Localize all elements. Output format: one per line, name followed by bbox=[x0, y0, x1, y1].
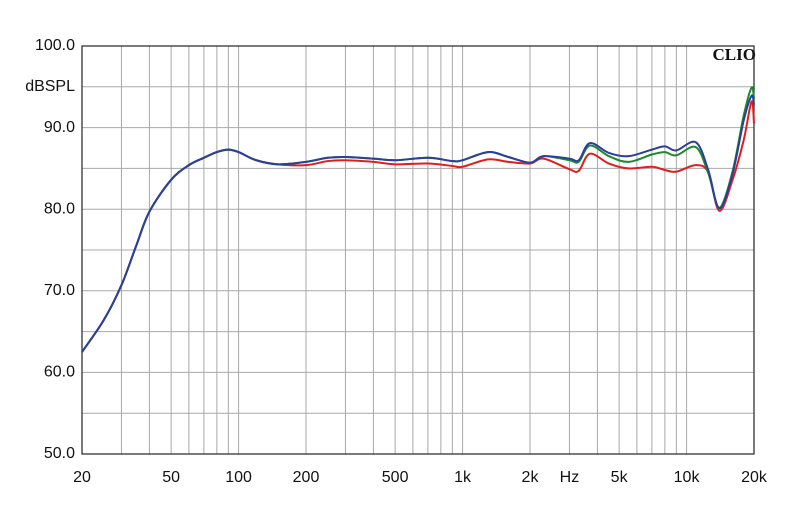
x-tick-label: 500 bbox=[382, 469, 409, 486]
x-tick-label: 20 bbox=[73, 469, 91, 486]
x-tick-label: 20k bbox=[741, 469, 768, 486]
y-tick-label: 60.0 bbox=[44, 364, 75, 381]
y-tick-label: 100.0 bbox=[35, 37, 75, 54]
x-tick-label: Hz bbox=[560, 469, 580, 486]
x-tick-label: 10k bbox=[674, 469, 701, 486]
y-axis-label: dBSPL bbox=[25, 78, 75, 95]
y-tick-label: 90.0 bbox=[44, 119, 75, 136]
x-tick-label: 1k bbox=[454, 469, 472, 486]
x-tick-label: 2k bbox=[522, 469, 540, 486]
y-tick-label: 70.0 bbox=[44, 282, 75, 299]
x-tick-label: 50 bbox=[162, 469, 180, 486]
y-tick-label: 50.0 bbox=[44, 445, 75, 462]
x-tick-label: 100 bbox=[225, 469, 252, 486]
plot-frame bbox=[81, 45, 755, 455]
response-curve bbox=[81, 86, 755, 353]
x-tick-label: 200 bbox=[293, 469, 320, 486]
x-tick-label: 5k bbox=[611, 469, 629, 486]
y-tick-label: 80.0 bbox=[44, 200, 75, 217]
badge: CLIO bbox=[713, 45, 756, 64]
response-curve bbox=[81, 94, 755, 353]
response-curve bbox=[81, 100, 755, 353]
